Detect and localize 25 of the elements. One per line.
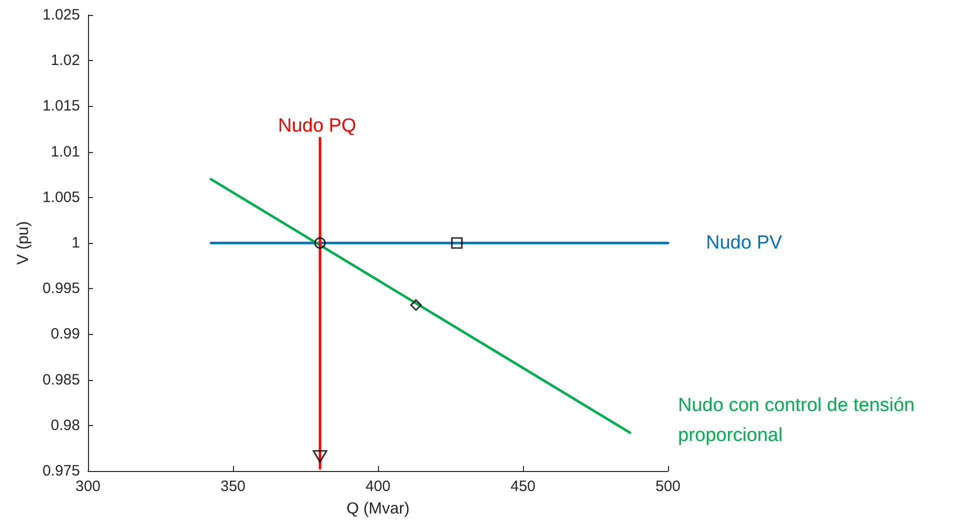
y-tick-label: 1.005 <box>42 188 80 206</box>
y-tick-label: 1.02 <box>50 52 80 70</box>
y-axis-title: V (pu) <box>15 221 32 265</box>
x-axis-title: Q (Mvar) <box>346 500 410 518</box>
x-tick-label: 450 <box>510 478 536 495</box>
x-tick-label: 350 <box>220 478 246 495</box>
y-tick-label: 1 <box>72 234 80 252</box>
y-tick-label: 0.985 <box>42 371 80 388</box>
y-tick-label: 1.015 <box>42 98 80 115</box>
x-tick-label: 500 <box>655 478 681 495</box>
y-tick-label: 0.98 <box>50 416 80 434</box>
point <box>314 237 326 249</box>
series-label: Nudo PV <box>706 232 782 254</box>
y-tick-label: 1.01 <box>50 143 80 160</box>
text: Nudo con control de tensión proporcional <box>678 395 920 446</box>
point <box>451 237 463 249</box>
series-label: Nudo PQ <box>278 116 356 137</box>
y-tick-label: 0.99 <box>50 326 80 343</box>
y-tick-label: 0.995 <box>42 280 80 298</box>
point <box>410 299 422 311</box>
x-tick-label: 300 <box>75 478 101 495</box>
y-tick-label: 0.975 <box>42 462 80 480</box>
x-tick-label: 400 <box>365 478 391 495</box>
y-tick-label: 1.025 <box>42 6 80 24</box>
point <box>312 450 328 463</box>
